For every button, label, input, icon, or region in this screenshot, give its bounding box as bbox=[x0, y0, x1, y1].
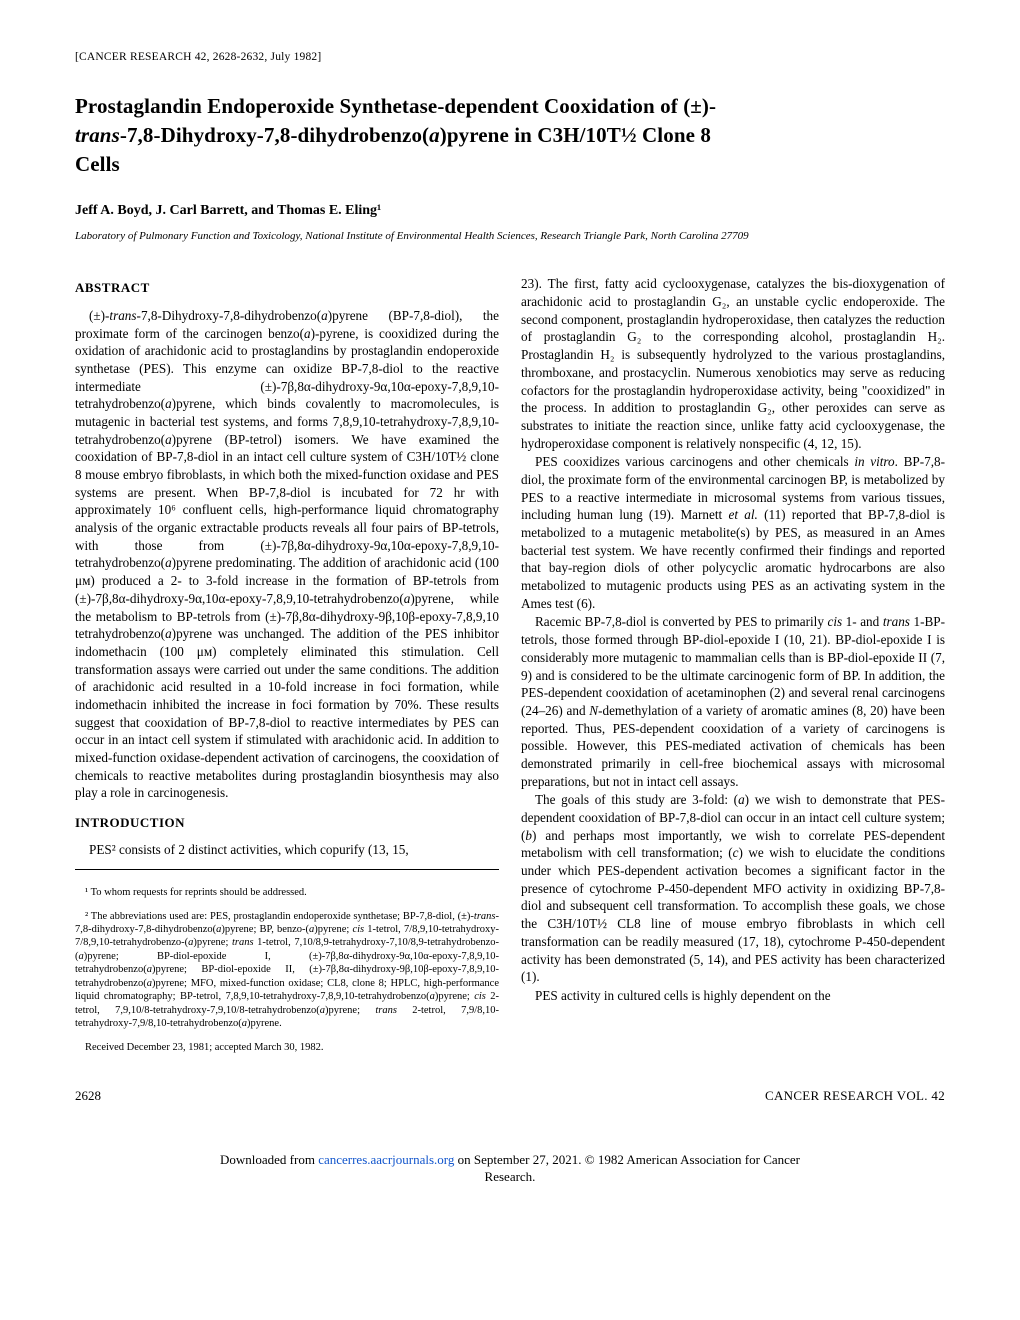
article-title: Prostaglandin Endoperoxide Synthetase-de… bbox=[75, 92, 945, 180]
c2p2a: PES cooxidizes various carcinogens and o… bbox=[535, 454, 854, 469]
page-container: [CANCER RESEARCH 42, 2628-2632, July 198… bbox=[0, 0, 1020, 1135]
col2-p2: PES cooxidizes various carcinogens and o… bbox=[521, 453, 945, 612]
abs-j: a bbox=[165, 432, 172, 447]
fn2b: trans bbox=[474, 911, 496, 922]
c2p3b: cis bbox=[827, 614, 842, 629]
c2p3a: Racemic BP-7,8-diol is converted by PES … bbox=[535, 614, 827, 629]
fn2e: )pyrene; BP, benzo-( bbox=[221, 924, 309, 935]
download-link[interactable]: cancerres.aacrjournals.org bbox=[318, 1152, 454, 1167]
abs-q: )pyrene was unchanged. The addition of t… bbox=[75, 626, 499, 800]
c2p3d: trans bbox=[883, 614, 910, 629]
c2p4a: The goals of this study are 3-fold: ( bbox=[535, 792, 738, 807]
two-column-layout: ABSTRACT (±)-trans-7,8-Dihydroxy-7,8-dih… bbox=[75, 275, 945, 1065]
title-line1: Prostaglandin Endoperoxide Synthetase-de… bbox=[75, 94, 716, 118]
download-text-3: Research. bbox=[485, 1169, 536, 1184]
col2-p4: The goals of this study are 3-fold: (a ) … bbox=[521, 791, 945, 986]
intro-heading: INTRODUCTION bbox=[75, 814, 499, 831]
fn2z: trans bbox=[375, 1005, 397, 1016]
col2-p1: 23). The first, fatty acid cyclooxygenas… bbox=[521, 275, 945, 452]
title-rest2: )pyrene in C3H/10T½ Clone 8 bbox=[440, 123, 711, 147]
affiliation: Laboratory of Pulmonary Function and Tox… bbox=[75, 229, 945, 244]
right-column: 23). The first, fatty acid cyclooxygenas… bbox=[521, 275, 945, 1065]
download-text-2: on September 27, 2021. © 1982 American A… bbox=[454, 1152, 800, 1167]
title-line3: Cells bbox=[75, 152, 120, 176]
abs-h: a bbox=[165, 396, 172, 411]
title-rest1: -7,8-Dihydroxy-7,8-dihydrobenzo( bbox=[120, 123, 429, 147]
c2p2b: in vitro bbox=[854, 454, 894, 469]
fn2ac: )pyrene. bbox=[247, 1018, 282, 1029]
abs-f: a bbox=[304, 326, 311, 341]
page-footer: 2628 CANCER RESEARCH VOL. 42 bbox=[75, 1087, 945, 1105]
footnotes-block: ¹ To whom requests for reprints should b… bbox=[75, 869, 499, 1054]
fn2v: cis bbox=[474, 991, 486, 1002]
c2p2e: (11) reported that BP-7,8-diol is metabo… bbox=[521, 507, 945, 610]
c2p4d: b bbox=[525, 828, 532, 843]
abs-c: -7,8-Dihydroxy-7,8-dihydrobenzo( bbox=[137, 308, 322, 323]
abs-l: a bbox=[165, 555, 172, 570]
c2p4b: a bbox=[738, 792, 745, 807]
fn2g: )pyrene; bbox=[314, 924, 352, 935]
c2p2d: et al. bbox=[728, 507, 757, 522]
received-date: Received December 23, 1981; accepted Mar… bbox=[75, 1041, 499, 1054]
c2p4g: ) we wish to elucidate the conditions un… bbox=[521, 845, 945, 984]
abs-k: )pyrene (BP-tetrol) isomers. We have exa… bbox=[75, 432, 499, 571]
c2p3f: N bbox=[589, 703, 598, 718]
left-column: ABSTRACT (±)-trans-7,8-Dihydroxy-7,8-dih… bbox=[75, 275, 499, 1065]
page-number: 2628 bbox=[75, 1087, 101, 1105]
footnote-2: ² The abbreviations used are: PES, prost… bbox=[75, 910, 499, 1031]
journal-header: [CANCER RESEARCH 42, 2628-2632, July 198… bbox=[75, 50, 945, 66]
abs-p: a bbox=[165, 626, 172, 641]
fn2a: ² The abbreviations used are: PES, prost… bbox=[85, 911, 474, 922]
fn2u: )pyrene; bbox=[435, 991, 474, 1002]
abstract-paragraph: (±)-trans-7,8-Dihydroxy-7,8-dihydrobenzo… bbox=[75, 307, 499, 802]
title-italic1: trans bbox=[75, 123, 120, 147]
fn2h: cis bbox=[352, 924, 364, 935]
c2p3c: 1- and bbox=[842, 614, 883, 629]
footnote-1: ¹ To whom requests for reprints should b… bbox=[75, 886, 499, 899]
abstract-heading: ABSTRACT bbox=[75, 279, 499, 296]
title-italic2: a bbox=[429, 123, 440, 147]
intro-paragraph-1: PES² consists of 2 distinct activities, … bbox=[75, 841, 499, 859]
authors: Jeff A. Boyd, J. Carl Barrett, and Thoma… bbox=[75, 202, 945, 221]
fn2l: trans bbox=[232, 937, 254, 948]
fn2y: )pyrene; bbox=[325, 1005, 375, 1016]
download-text-1: Downloaded from bbox=[220, 1152, 318, 1167]
fn2k: )pyrene; bbox=[193, 937, 232, 948]
abs-a: (±)- bbox=[89, 308, 109, 323]
abs-d: a bbox=[321, 308, 328, 323]
journal-name-footer: CANCER RESEARCH VOL. 42 bbox=[765, 1087, 945, 1105]
col2-p3: Racemic BP-7,8-diol is converted by PES … bbox=[521, 613, 945, 790]
download-note: Downloaded from cancerres.aacrjournals.o… bbox=[0, 1135, 1020, 1196]
abs-b: trans bbox=[109, 308, 136, 323]
col2-p5: PES activity in cultured cells is highly… bbox=[521, 987, 945, 1005]
